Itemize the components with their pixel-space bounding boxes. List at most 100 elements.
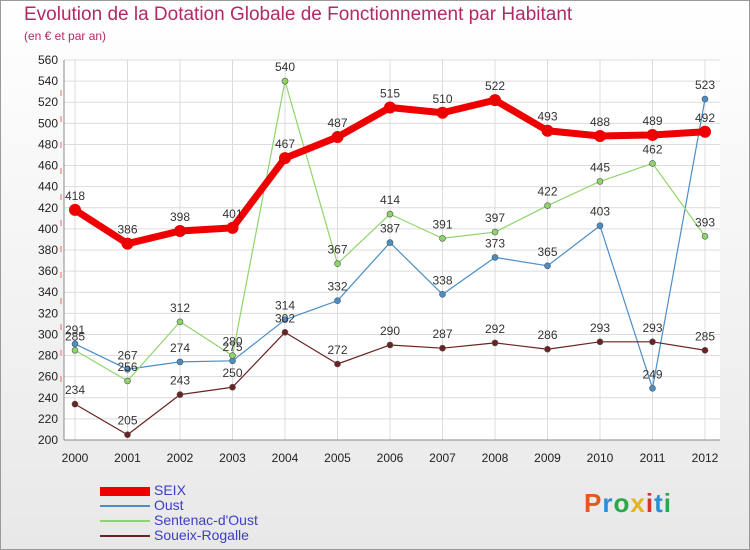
y-tick-label: 440 [38, 180, 58, 194]
data-label: 275 [222, 340, 242, 354]
data-label: 290 [380, 324, 400, 338]
data-label: 422 [537, 185, 557, 199]
data-label: 418 [65, 189, 85, 203]
data-label: 489 [642, 114, 662, 128]
logo-letter: i [645, 488, 655, 518]
data-label: 205 [117, 414, 137, 428]
data-label: 314 [275, 299, 295, 313]
data-point [649, 160, 656, 167]
data-label: 523 [695, 78, 715, 92]
data-point [71, 340, 79, 348]
data-point [701, 232, 709, 240]
y-tick-label: 500 [38, 116, 58, 130]
data-point [596, 338, 604, 346]
series-group [69, 77, 711, 439]
data-point [701, 95, 709, 103]
legend-swatch [100, 520, 150, 522]
y-tick-label: 300 [38, 327, 58, 341]
data-point [384, 101, 396, 114]
data-point [649, 338, 656, 346]
data-label: 234 [65, 383, 85, 397]
data-label: 403 [590, 205, 610, 219]
data-label: 397 [485, 211, 505, 225]
y-tick-label: 240 [38, 391, 58, 405]
x-tick-label: 2002 [167, 451, 194, 465]
x-tick-label: 2004 [272, 451, 299, 465]
data-point [331, 131, 344, 144]
logo-letter: t [654, 488, 664, 518]
y-tick-label: 320 [38, 306, 58, 320]
data-label: 312 [170, 301, 190, 315]
data-label: 338 [432, 273, 452, 287]
legend-swatch [100, 486, 150, 496]
chart-title: Evolution de la Dotation Globale de Fonc… [24, 4, 573, 25]
y-tick-label: 200 [38, 433, 58, 447]
legend-swatch [100, 535, 150, 537]
legend-label: Sentenac-d'Oust [154, 512, 258, 528]
data-label: 493 [537, 110, 557, 124]
data-label: 467 [275, 137, 295, 151]
y-tick-label: 460 [38, 159, 58, 173]
data-label: 285 [695, 329, 715, 343]
y-tick-label: 340 [38, 285, 58, 299]
grid-lines [64, 59, 720, 441]
y-tick-label: 380 [38, 243, 58, 257]
y-tick-label: 420 [38, 201, 58, 215]
data-point [226, 221, 239, 234]
data-point [279, 152, 291, 165]
data-point [229, 352, 236, 359]
data-point [334, 360, 341, 368]
data-point [386, 239, 394, 246]
data-point [281, 316, 289, 323]
data-point [124, 365, 131, 373]
data-label: 292 [485, 322, 505, 336]
data-label: 332 [327, 280, 347, 294]
data-label: 488 [590, 115, 610, 129]
y-tick-label: 540 [38, 74, 58, 88]
y-tick-label: 560 [38, 53, 58, 67]
data-point [436, 106, 449, 119]
logo-letter: i [663, 488, 672, 518]
data-point [71, 346, 79, 354]
data-point [176, 391, 184, 398]
data-label: 445 [590, 160, 610, 174]
data-point [596, 178, 604, 185]
data-label: 510 [432, 92, 452, 106]
x-tick-label: 2001 [114, 451, 141, 465]
data-point [699, 125, 711, 138]
data-point [281, 329, 289, 336]
data-point [439, 291, 446, 298]
data-label: 287 [432, 327, 452, 341]
data-point [541, 124, 554, 137]
logo-letter: o [613, 488, 631, 518]
data-label: 386 [117, 223, 137, 237]
y-tick-label: 260 [38, 370, 58, 384]
x-tick-label: 2010 [587, 451, 614, 465]
data-label: 487 [327, 116, 347, 130]
data-point [649, 384, 656, 392]
proxiti-logo: Proxiti [584, 488, 672, 519]
data-point [491, 339, 499, 347]
y-tick-label: 360 [38, 264, 58, 278]
x-tick-label: 2009 [534, 451, 561, 465]
data-label: 267 [117, 348, 137, 362]
data-label: 414 [380, 193, 400, 207]
data-label: 540 [275, 60, 295, 74]
data-point [489, 94, 501, 107]
y-tick-label: 400 [38, 222, 58, 236]
legend-label: SEIX [154, 482, 186, 498]
x-tick-label: 2000 [62, 451, 89, 465]
data-point [544, 202, 551, 209]
data-point [701, 346, 709, 354]
data-point [176, 318, 184, 326]
data-point [229, 383, 236, 391]
data-label: 373 [485, 236, 505, 250]
x-tick-label: 2003 [219, 451, 246, 465]
y-tick-label: 220 [38, 412, 58, 426]
data-point [491, 228, 499, 236]
data-point [439, 235, 446, 242]
data-label: 250 [222, 366, 242, 380]
data-label: 243 [170, 374, 190, 388]
y-tick-label: 280 [38, 349, 58, 363]
